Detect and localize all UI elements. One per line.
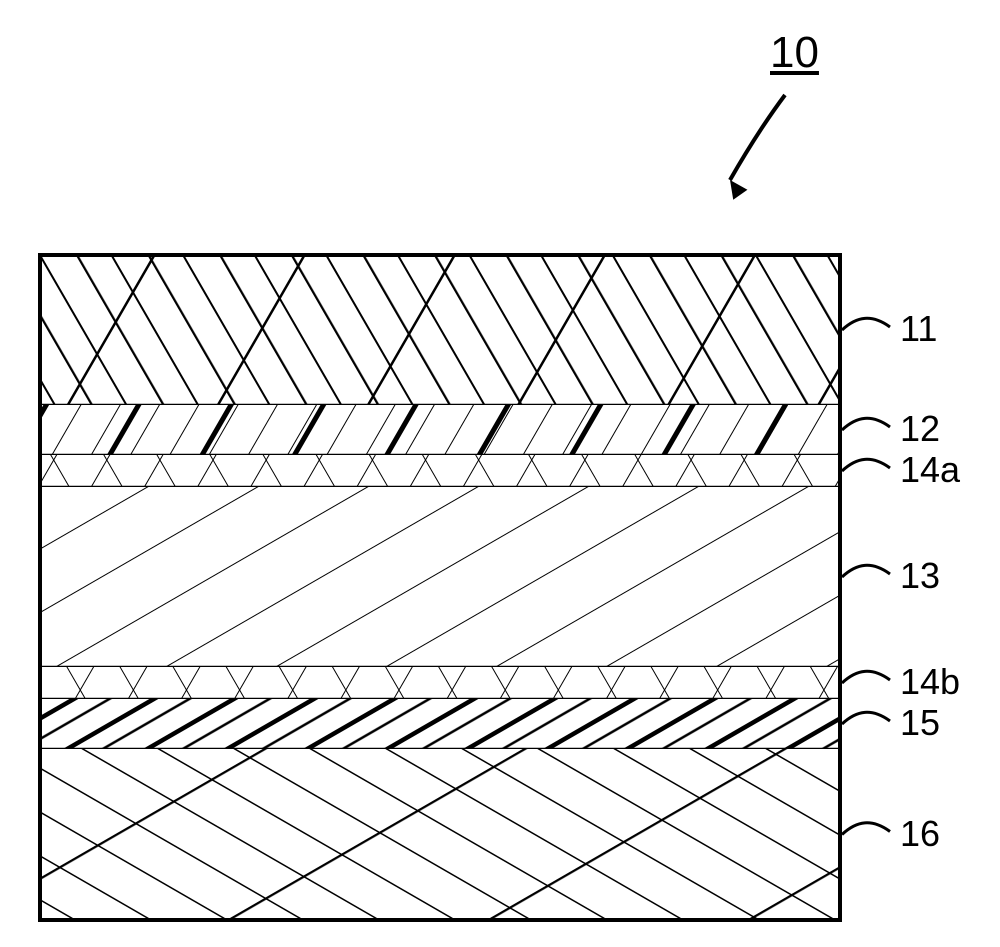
layer-14a xyxy=(40,455,840,487)
label-11: 11 xyxy=(900,308,937,350)
layer-stack xyxy=(0,0,1000,947)
label-14b: 14b xyxy=(900,661,960,703)
page: 10 11 1214a 13 14b15 16 xyxy=(0,0,1000,947)
label-16: 16 xyxy=(900,813,940,855)
label-15: 15 xyxy=(900,702,940,744)
layer-13 xyxy=(40,487,840,667)
leader-16 xyxy=(842,823,890,835)
figure-leader-arrow xyxy=(0,0,1000,947)
stack-frame xyxy=(40,255,840,920)
label-13: 13 xyxy=(900,555,940,597)
layer-12 xyxy=(40,405,840,455)
layer-11 xyxy=(40,255,840,405)
leader-13 xyxy=(842,565,890,577)
leader-14b xyxy=(842,671,890,683)
figure-reference: 10 xyxy=(770,28,819,78)
leader-11 xyxy=(842,318,890,330)
leader-15 xyxy=(842,712,890,724)
arrow-curve xyxy=(730,95,785,180)
layer-15 xyxy=(40,699,840,749)
leader-12 xyxy=(842,418,890,430)
arrow-head xyxy=(730,180,747,200)
label-14a: 14a xyxy=(900,449,960,491)
layer-14b xyxy=(40,667,840,699)
layer-16 xyxy=(40,749,840,920)
label-12: 12 xyxy=(900,408,940,450)
leader-14a xyxy=(842,459,890,471)
